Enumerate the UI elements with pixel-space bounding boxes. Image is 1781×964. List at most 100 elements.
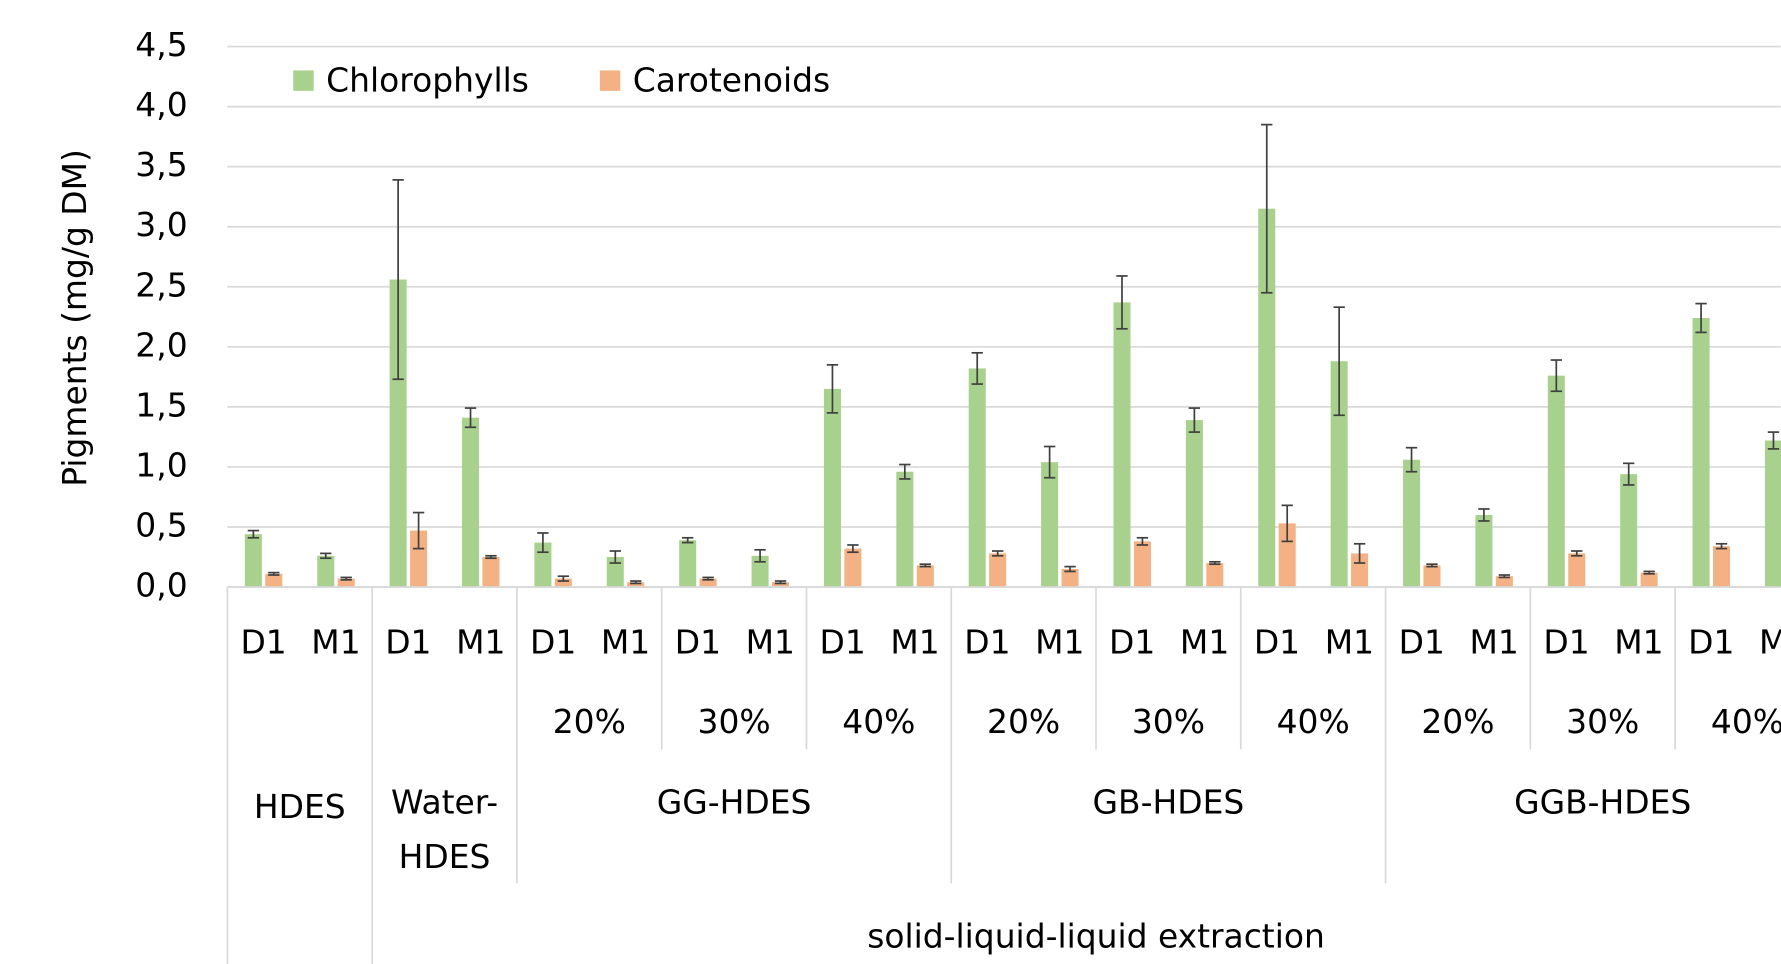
error-bar	[1043, 445, 1056, 479]
bar	[1403, 459, 1421, 588]
y-tick-label: 1,0	[135, 445, 187, 484]
error-bar	[630, 580, 642, 585]
bar	[627, 582, 645, 588]
bar	[751, 555, 769, 588]
error-bar	[847, 544, 859, 554]
bar	[1640, 572, 1658, 588]
x-tick-label: D1	[1399, 622, 1445, 661]
y-tick-label: 4,0	[135, 85, 187, 124]
error-bar	[702, 576, 714, 581]
error-bar	[1695, 302, 1707, 334]
y-tick-label: 3,0	[135, 205, 187, 244]
x-tick-label: D1	[964, 622, 1010, 661]
x-tick-label: M1	[311, 622, 360, 661]
error-bar	[971, 351, 983, 385]
error-bar	[1715, 542, 1728, 550]
group-label: solid-liquid-liquid extraction	[867, 916, 1325, 955]
x-tick-label: D1	[240, 622, 286, 661]
bar	[1041, 462, 1059, 588]
bar	[896, 471, 914, 588]
x-tick-label: M1	[1614, 622, 1663, 661]
x-tick-label: M1	[1469, 622, 1518, 661]
y-tick-label: 2,0	[135, 325, 187, 364]
x-tick-label: M1	[1325, 622, 1374, 661]
y-tick-label: 0,5	[135, 505, 187, 544]
bar	[989, 553, 1007, 588]
bar	[1423, 565, 1441, 588]
error-bar	[1333, 306, 1345, 417]
bar	[265, 573, 283, 588]
bar	[1351, 553, 1369, 588]
error-bar	[1643, 570, 1655, 575]
error-bar	[464, 407, 477, 429]
bar	[482, 557, 500, 588]
error-bar	[1353, 542, 1366, 564]
bar	[244, 534, 262, 588]
group-label: 40%	[842, 702, 915, 741]
bar	[1278, 523, 1296, 588]
bar	[1692, 317, 1710, 588]
error-bar	[1550, 359, 1562, 393]
bar	[1568, 553, 1586, 588]
error-bar	[1064, 565, 1076, 573]
bar	[1547, 375, 1565, 588]
bar	[389, 279, 407, 588]
bar	[410, 530, 428, 588]
y-tick-label: 2,5	[135, 265, 187, 304]
bar	[771, 582, 790, 588]
x-tick-label: M1	[746, 622, 795, 661]
error-bar	[1281, 504, 1293, 543]
bar	[1133, 541, 1151, 588]
group-label: 30%	[1566, 702, 1639, 741]
error-bar	[1405, 446, 1418, 473]
y-tick-label: 4,5	[135, 25, 187, 64]
group-label: HDES	[399, 837, 491, 876]
group-label: GB-HDES	[1093, 782, 1245, 821]
bar	[699, 578, 717, 588]
error-bar	[1478, 508, 1490, 522]
x-tick-label: D1	[1543, 622, 1589, 661]
x-tick-label: D1	[385, 622, 431, 661]
group-label: GG-HDES	[657, 782, 812, 821]
x-tick-label: M1	[456, 622, 505, 661]
bar	[968, 368, 986, 588]
error-bar	[682, 536, 694, 544]
error-bar	[1116, 275, 1128, 330]
bar	[462, 417, 480, 588]
error-bar	[1188, 407, 1201, 433]
bar	[1185, 420, 1203, 588]
error-bar	[320, 552, 332, 560]
group-label: GGB-HDES	[1514, 782, 1691, 821]
bar	[1113, 302, 1131, 588]
bar	[679, 540, 697, 588]
bar	[823, 388, 841, 588]
bar	[606, 557, 624, 588]
error-bar	[537, 532, 549, 554]
error-bar	[1136, 536, 1149, 546]
x-tick-label: M1	[1035, 622, 1084, 661]
group-label: HDES	[254, 787, 346, 826]
group-label: 20%	[987, 702, 1060, 741]
error-bar	[1571, 550, 1583, 557]
error-bar	[919, 563, 931, 568]
y-tick-label: 1,5	[135, 385, 187, 424]
bar	[534, 542, 552, 588]
group-label: 30%	[698, 702, 771, 741]
error-bar	[268, 571, 280, 576]
error-bar	[754, 548, 766, 563]
group-label: 40%	[1711, 702, 1781, 741]
error-bar	[412, 511, 425, 550]
error-bar	[1426, 563, 1438, 568]
y-tick-label: 3,5	[135, 145, 187, 184]
bar	[1330, 361, 1348, 588]
bar	[844, 548, 862, 588]
error-bar	[485, 554, 497, 560]
bar	[1495, 576, 1513, 588]
error-bar	[1623, 462, 1635, 486]
error-bar	[1767, 431, 1780, 450]
group-label: 20%	[1421, 702, 1494, 741]
y-tick-label: 0,0	[135, 566, 187, 605]
x-tick-label: M1	[601, 622, 650, 661]
x-tick-label: D1	[1109, 622, 1155, 661]
